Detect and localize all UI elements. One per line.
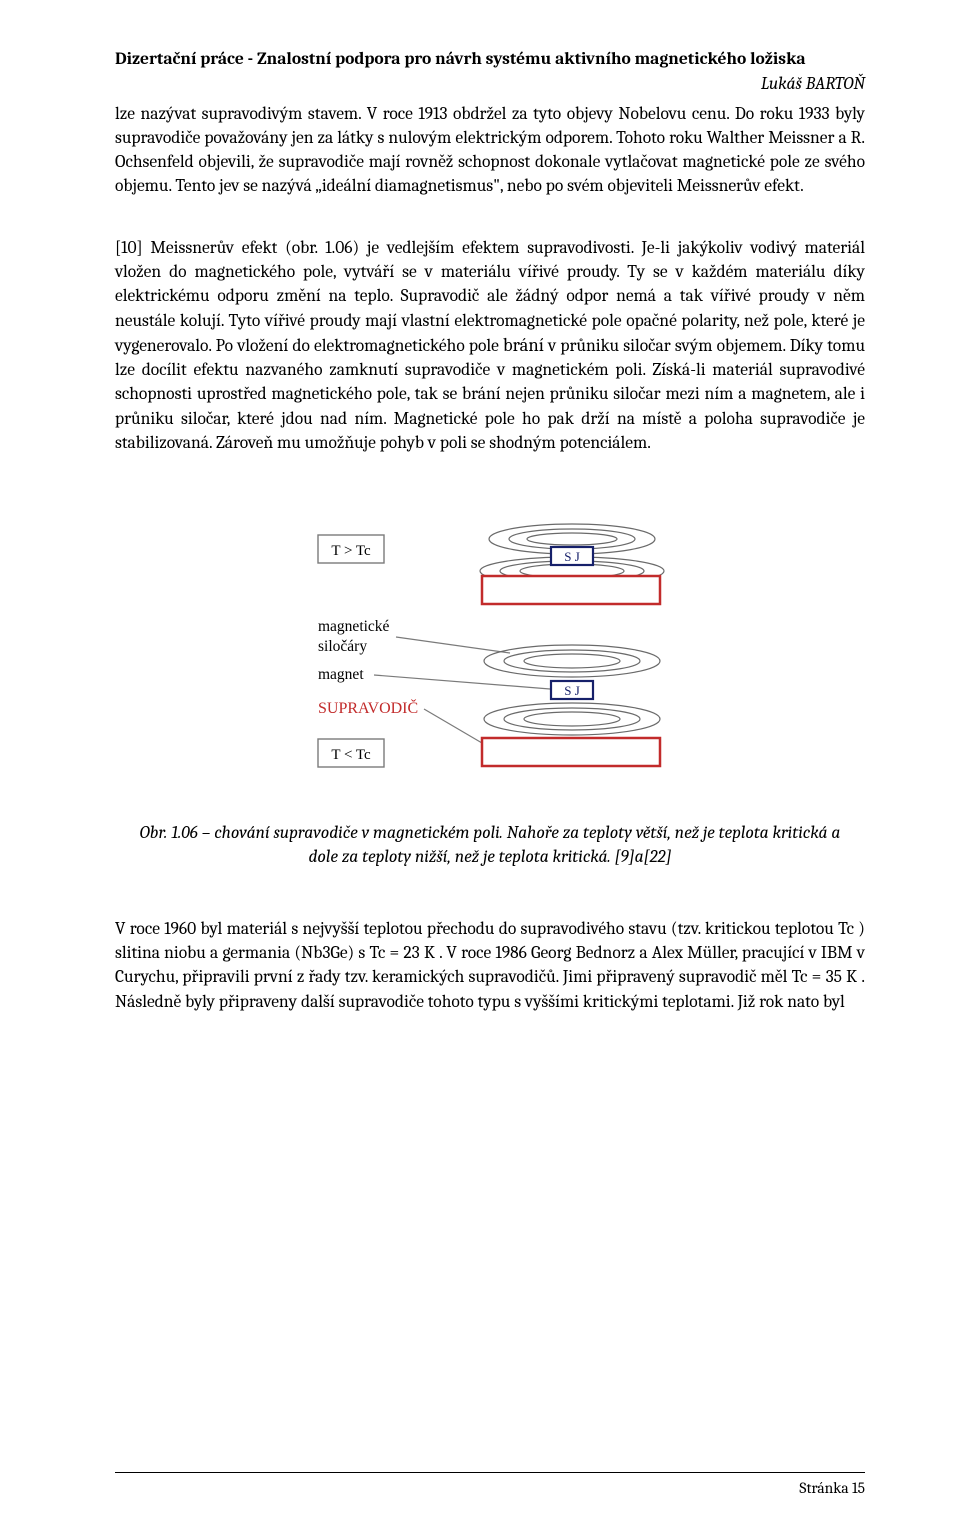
spacer xyxy=(115,212,865,236)
field-lines-bottom-lower xyxy=(484,703,660,735)
supravodic-top-box xyxy=(482,576,660,604)
label-silocary: siločáry xyxy=(318,638,367,655)
spacer xyxy=(115,869,865,893)
temp-bottom-label: T < Tc xyxy=(331,747,371,763)
paragraph-2-emph: brání xyxy=(503,334,544,356)
supravodic-bottom-box xyxy=(482,738,660,766)
magnet-top-label: S J xyxy=(564,549,580,564)
header-author: Lukáš BARTOŇ xyxy=(115,74,865,94)
label-supravodic: SUPRAVODIČ xyxy=(318,698,418,717)
diagram-meissner: S J T > Tc magnetické siločáry magnet SU… xyxy=(314,513,666,795)
paragraph-3: V roce 1960 byl materiál s nejvyšší tepl… xyxy=(115,917,865,1014)
temp-top-label: T > Tc xyxy=(331,543,371,559)
field-lines-bottom-upper xyxy=(484,645,660,677)
footer-page-number: Stránka 15 xyxy=(799,1479,865,1497)
label-magneticke: magnetické xyxy=(318,618,390,635)
header-title: Dizertační práce - Znalostní podpora pro… xyxy=(115,48,865,72)
figure-caption: Obr. 1.06 – chování supravodiče v magnet… xyxy=(135,821,845,869)
paragraph-1: lze nazývat supravodivým stavem. V roce … xyxy=(115,102,865,199)
page: Dizertační práce - Znalostní podpora pro… xyxy=(0,0,960,1521)
side-labels: magnetické siločáry magnet SUPRAVODIČ xyxy=(318,618,418,717)
footer-rule xyxy=(115,1472,865,1473)
paragraph-2: [10] Meissnerův efekt (obr. 1.06) je ved… xyxy=(115,236,865,455)
label-magnet: magnet xyxy=(318,666,364,683)
figure: S J T > Tc magnetické siločáry magnet SU… xyxy=(115,513,865,799)
magnet-bottom-label: S J xyxy=(564,683,580,698)
spacer xyxy=(115,893,865,917)
